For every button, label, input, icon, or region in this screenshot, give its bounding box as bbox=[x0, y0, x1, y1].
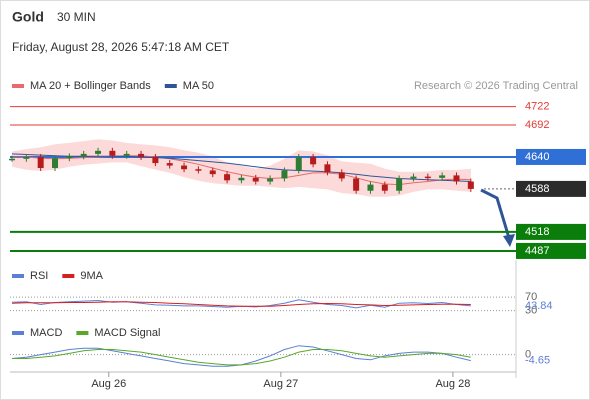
candle bbox=[37, 156, 44, 169]
timeframe: 30 MIN bbox=[57, 10, 96, 24]
y-tick-label: 0 bbox=[525, 349, 531, 361]
candle bbox=[295, 156, 302, 171]
bollinger-upper bbox=[11, 139, 471, 173]
legend-swatch bbox=[12, 331, 24, 335]
legend-swatch bbox=[164, 84, 177, 88]
candle bbox=[238, 177, 245, 181]
forecast-arrow bbox=[480, 188, 511, 239]
credit: Research © 2026 Trading Central bbox=[414, 80, 578, 92]
level-box bbox=[516, 223, 586, 240]
candle bbox=[410, 176, 417, 179]
level-label: 4722 bbox=[525, 100, 549, 112]
legend-swatch bbox=[12, 84, 24, 88]
candle bbox=[195, 169, 202, 171]
x-tick-label: Aug 26 bbox=[91, 378, 126, 390]
level-label: 4518 bbox=[525, 226, 549, 238]
candle bbox=[224, 174, 231, 181]
y-tick-label: 70 bbox=[525, 291, 537, 303]
legend-swatch bbox=[62, 274, 75, 278]
candle bbox=[424, 176, 431, 179]
legend-label: MACD Signal bbox=[94, 327, 160, 339]
indicator-line bbox=[12, 349, 471, 366]
candle bbox=[52, 158, 59, 169]
candle bbox=[95, 150, 102, 154]
candle bbox=[252, 177, 259, 182]
x-tick-label: Aug 27 bbox=[263, 378, 298, 390]
level-label: 4692 bbox=[525, 119, 549, 131]
legend-label: RSI bbox=[30, 270, 48, 282]
legend-label: MA 20 + Bollinger Bands bbox=[30, 80, 151, 92]
current-value: 43.84 bbox=[525, 300, 553, 312]
legend-label: MA 50 bbox=[183, 80, 214, 92]
candle bbox=[453, 175, 460, 182]
moving-average bbox=[11, 153, 471, 182]
legend-swatch bbox=[76, 331, 89, 335]
x-tick-label: Aug 28 bbox=[435, 378, 470, 390]
candle bbox=[152, 156, 159, 164]
candle bbox=[166, 163, 173, 166]
level-box bbox=[516, 148, 586, 165]
candle bbox=[381, 184, 388, 191]
candle bbox=[80, 153, 87, 157]
moving-average bbox=[12, 155, 471, 186]
candle bbox=[267, 178, 274, 182]
candle bbox=[138, 153, 145, 157]
candle bbox=[439, 175, 446, 178]
level-label: 4588 bbox=[525, 183, 549, 195]
candle bbox=[396, 178, 403, 191]
forecast-arrowhead bbox=[503, 234, 515, 247]
level-box bbox=[516, 242, 586, 259]
level-label: 4487 bbox=[525, 245, 549, 257]
legend-swatch bbox=[12, 274, 24, 278]
candle bbox=[467, 181, 474, 189]
level-label: 4640 bbox=[525, 151, 549, 163]
candle bbox=[9, 158, 15, 161]
candle bbox=[281, 170, 288, 179]
candle bbox=[66, 156, 73, 159]
legend-label: 9MA bbox=[80, 270, 103, 282]
candle bbox=[324, 164, 331, 173]
y-tick-label: 30 bbox=[525, 305, 537, 317]
candle bbox=[367, 184, 374, 191]
instrument-title: Gold bbox=[12, 9, 44, 25]
candle bbox=[181, 165, 188, 170]
candle bbox=[338, 172, 345, 179]
candle bbox=[109, 150, 116, 156]
current-value: -4.65 bbox=[525, 354, 550, 366]
candle bbox=[209, 170, 216, 175]
candle bbox=[310, 156, 317, 165]
timestamp: Friday, August 28, 2026 5:47:18 AM CET bbox=[12, 40, 230, 54]
candle bbox=[123, 153, 130, 156]
legend-label: MACD bbox=[30, 327, 62, 339]
bollinger-lower bbox=[11, 161, 471, 197]
level-box bbox=[516, 180, 586, 197]
indicator-line bbox=[11, 301, 471, 307]
candle bbox=[23, 156, 30, 159]
candle bbox=[353, 178, 360, 191]
